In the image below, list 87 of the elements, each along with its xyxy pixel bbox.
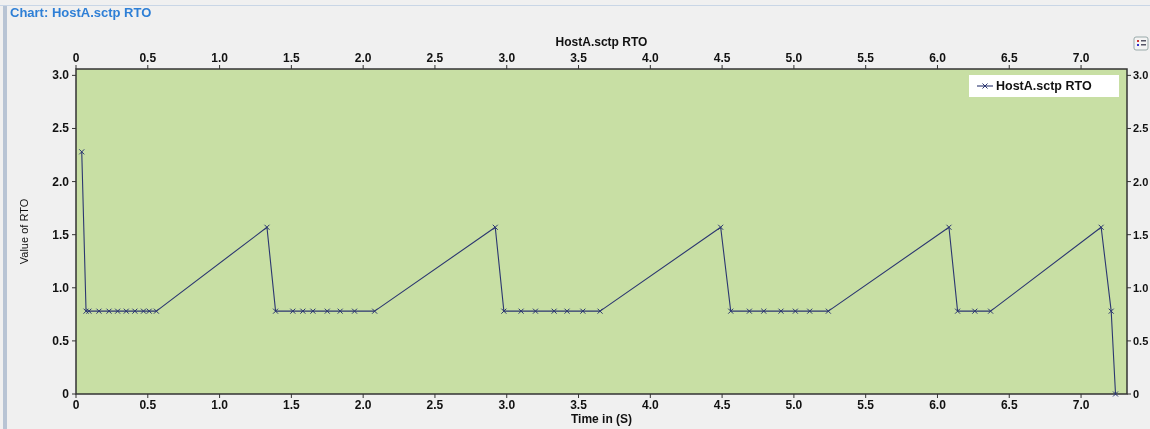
x2-tick-label: 3.0: [498, 51, 516, 65]
x2-tick-label: 1.5: [283, 51, 301, 65]
point: [324, 308, 331, 315]
y2-tick-label: 1.5: [1133, 228, 1149, 241]
point: [289, 308, 296, 315]
x2-tick-label: 2.5: [426, 51, 444, 65]
x-tick-label: 0: [72, 398, 80, 412]
y2-tick-label: 3.0: [1133, 69, 1149, 82]
point: [114, 308, 121, 315]
point: [518, 308, 525, 315]
point: [579, 308, 586, 315]
y2-tick-label: 1.0: [1133, 281, 1149, 294]
point: [954, 308, 961, 315]
x2-tick-label: 0: [72, 51, 80, 65]
x2-tick-label: 4.0: [641, 51, 659, 65]
point: [551, 308, 558, 315]
point: [746, 308, 753, 315]
x2-tick-label: 1.0: [211, 51, 229, 65]
x-tick-label: 3.0: [498, 398, 516, 412]
point: [1108, 308, 1115, 315]
point: [500, 308, 507, 315]
x-tick-label: 2.0: [354, 398, 372, 412]
point: [806, 308, 813, 315]
x2-tick-label: 7.0: [1072, 51, 1090, 65]
x-tick-label: 4.0: [641, 398, 659, 412]
point: [492, 224, 499, 231]
x2-tick-label: 6.5: [1000, 51, 1018, 65]
point: [78, 148, 85, 155]
x-tick-label: 6.0: [929, 398, 947, 412]
y-tick-label: 1.5: [52, 227, 70, 242]
point: [123, 308, 130, 315]
x-tick-label: 7.0: [1072, 398, 1090, 412]
point: [106, 308, 113, 315]
y2-tick-label: 0: [1133, 388, 1140, 400]
point: [777, 308, 784, 315]
x-tick-label: 3.5: [570, 398, 588, 412]
legend-label: HostA.sctp RTO: [996, 79, 1092, 93]
x2-tick-label: 3.5: [570, 51, 588, 65]
y-axis-title: Value of RTO: [18, 198, 30, 265]
x-tick-label: 1.0: [211, 398, 229, 412]
point: [597, 308, 604, 315]
point: [309, 308, 316, 315]
y2-tick-label: 2.0: [1133, 175, 1149, 188]
x2-tick-label: 5.5: [857, 51, 875, 65]
point: [532, 308, 539, 315]
y2-tick-label: 0.5: [1133, 334, 1149, 347]
point: [987, 308, 994, 315]
point: [263, 224, 270, 231]
point: [564, 308, 571, 315]
y2-tick-label: 2.5: [1133, 122, 1149, 135]
x2-tick-label: 0.5: [139, 51, 157, 65]
y-tick-label: 0.5: [52, 333, 70, 348]
x2-tick-label: 2.0: [354, 51, 372, 65]
point: [717, 224, 724, 231]
point: [792, 308, 799, 315]
point: [971, 308, 978, 315]
point: [760, 308, 767, 315]
point: [371, 308, 378, 315]
point: [299, 308, 306, 315]
x-tick-label: 1.5: [283, 398, 301, 412]
point: [727, 308, 734, 315]
x2-tick-label: 6.0: [929, 51, 947, 65]
y-tick-label: 0: [62, 387, 70, 401]
y-tick-label: 3.0: [52, 68, 70, 83]
y-tick-label: 2.5: [52, 121, 70, 136]
point: [945, 224, 952, 231]
point: [95, 308, 102, 315]
x-tick-label: 0.5: [139, 398, 157, 412]
x-tick-label: 5.0: [785, 398, 803, 412]
x2-tick-label: 5.0: [785, 51, 803, 65]
point: [272, 308, 279, 315]
point: [337, 308, 344, 315]
chart-title: Chart: HostA.sctp RTO: [10, 5, 152, 20]
x-tick-label: 4.5: [713, 398, 731, 412]
x2-axis-title: HostA.sctp RTO: [555, 35, 648, 49]
y-tick-label: 1.0: [52, 280, 70, 295]
point: [351, 308, 358, 315]
y-tick-label: 2.0: [52, 174, 70, 189]
point: [825, 308, 832, 315]
x-tick-label: 6.5: [1000, 398, 1018, 412]
x-tick-label: 2.5: [426, 398, 444, 412]
point: [1112, 391, 1119, 397]
x-tick-label: 5.5: [857, 398, 875, 412]
point: [131, 308, 138, 315]
point: [1098, 224, 1105, 231]
x-axis-title: Time in (S): [570, 412, 633, 426]
x2-tick-label: 4.5: [713, 51, 731, 65]
